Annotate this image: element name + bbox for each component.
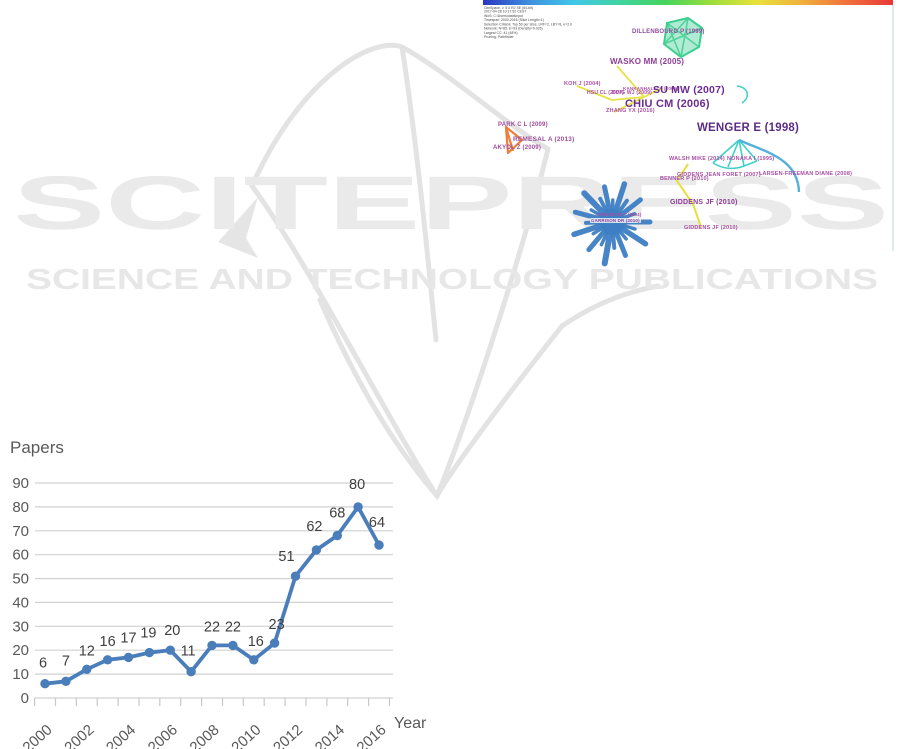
green-cluster	[662, 16, 704, 59]
citation-node-label: ANDERSON T (2004)	[597, 212, 642, 217]
data-point-label: 7	[62, 653, 70, 669]
citation-node-label: KOH J (2004)	[564, 81, 601, 87]
data-point	[374, 540, 384, 550]
data-point-label: 51	[278, 549, 294, 565]
citation-node-label: KANKANHALLI A (2005)	[623, 86, 679, 91]
data-point-label: 17	[120, 630, 136, 646]
data-point	[228, 640, 238, 651]
blue-edge	[738, 138, 801, 193]
y-tick-label: 70	[12, 523, 29, 540]
y-tick-label: 20	[12, 642, 29, 659]
data-point-label: 19	[140, 626, 156, 642]
data-point-label: 80	[349, 477, 365, 493]
data-point	[102, 655, 113, 665]
y-tick-label: 30	[12, 618, 29, 635]
data-point	[61, 676, 71, 686]
citation-node-label: NONAKA I (1995)	[727, 156, 775, 162]
data-point-label: 16	[100, 634, 116, 650]
y-tick-label: 50	[12, 571, 29, 588]
watermark-ribbon-graphic	[249, 42, 661, 501]
info-line: Selection Criteria: Top 50 per slice, LR…	[484, 22, 573, 27]
data-point-label: 20	[164, 623, 180, 639]
orange-cluster	[504, 125, 524, 155]
cyan-cluster-wenger	[712, 139, 758, 170]
yellow-edges-chiu	[576, 65, 663, 113]
y-tick-label: 80	[12, 499, 29, 516]
papers-per-year-chart: Papers 6 7 12 16 17 19 20 11 22 22 16 23 51 62 68 80 64 …	[0, 429, 455, 749]
citespace-time-legend-bar	[483, 0, 893, 5]
citation-node-label: LARSEN-FREEMAN DIANE (2008)	[759, 171, 853, 177]
info-line: Network: N=85, E=93 (Density=0.026)	[484, 26, 543, 31]
data-point-label: 68	[329, 506, 345, 522]
citation-node-label: CHIU CM (2006)	[625, 98, 710, 110]
network-node-labels: DILLENBOURG P (1999) WASKO MM (2005) KOH J…	[0, 0, 901, 300]
y-tick-label: 60	[12, 547, 29, 564]
y-tick-label: 0	[21, 690, 29, 707]
citation-node-label: GARRISON DR (2010)	[590, 218, 641, 223]
data-point-label: 23	[269, 617, 285, 633]
citation-node-label: WENGER E (1998)	[697, 122, 800, 134]
data-point-label: 11	[181, 644, 196, 660]
citation-node-label: DING WJ (2009)	[612, 90, 653, 96]
citation-node-label: HSU CL (2007)	[587, 90, 624, 96]
citation-node-label: ZHANG YX (2016)	[606, 108, 655, 114]
citation-node-label: REMESAL A (2013)	[513, 136, 575, 143]
data-point	[82, 664, 92, 674]
watermark-chevron	[218, 197, 258, 258]
data-point	[249, 655, 259, 665]
data-point	[290, 571, 301, 581]
data-point	[311, 545, 322, 555]
citespace-info-block: CiteSpace, v. 5.0.R2 SE (64-bit) 2017-04-…	[484, 6, 663, 39]
data-point-label: 62	[306, 519, 322, 535]
info-line: CiteSpace, v. 5.0.R2 SE (64-bit)	[484, 6, 534, 10]
info-line: Largest CC: 41 (48%)	[484, 30, 518, 35]
data-point	[144, 647, 155, 658]
data-point	[207, 640, 217, 651]
citation-node-label: BENNER P (2010)	[660, 176, 709, 182]
chart-gridlines	[35, 482, 393, 699]
data-point	[40, 679, 50, 689]
citation-node-label: DILLENBOURG P (1999)	[632, 29, 705, 35]
y-tick-label: 40	[12, 594, 29, 611]
data-point-label: 64	[369, 515, 385, 531]
data-point	[165, 645, 175, 655]
data-point-label: 22	[225, 619, 241, 635]
data-point-label: 12	[79, 643, 95, 659]
citation-node-label: PARK C L (2009)	[498, 122, 548, 128]
info-line: Pruning: Pathfinder	[484, 35, 514, 40]
data-point-label: 6	[39, 656, 47, 672]
x-axis-title: Year	[394, 715, 427, 732]
data-point-label: 22	[204, 619, 220, 635]
citation-node-label: GIDDENS JF (2010)	[670, 199, 738, 206]
watermark-title: SCITEPRESS	[13, 161, 889, 246]
citation-node-label: AKYOL Z (2009)	[493, 145, 542, 151]
info-line: Timespan: 2000-2016 (Slice Length=1)	[484, 18, 544, 23]
watermark-subtitle: SCIENCE AND TECHNOLOGY PUBLICATIONS	[26, 264, 878, 296]
data-point	[123, 652, 134, 663]
data-point	[269, 638, 280, 648]
info-line: WoS: C:\Users\data\input	[484, 14, 524, 19]
data-point-label: 16	[248, 634, 264, 650]
y-tick-label: 90	[12, 475, 29, 492]
info-line: 2017-04-28 10:17:52 CEST	[484, 10, 527, 15]
data-point	[353, 502, 363, 512]
y-tick-label: 10	[12, 666, 29, 683]
cyan-curl	[736, 85, 749, 104]
data-point	[186, 667, 196, 677]
citation-node-label: WALSH MIKE (2014)	[669, 156, 725, 162]
citation-node-label: GIDDENS JEAN FORET (2007)	[677, 172, 761, 178]
citation-node-label: SU MW (2007)	[653, 84, 725, 96]
chart-title: Papers	[10, 438, 64, 457]
citation-node-label: WASKO MM (2005)	[610, 57, 685, 66]
data-point	[332, 530, 342, 541]
citation-node-label: GIDDENS JF (2010)	[684, 225, 738, 231]
yellow-edges-giddens	[675, 163, 702, 228]
